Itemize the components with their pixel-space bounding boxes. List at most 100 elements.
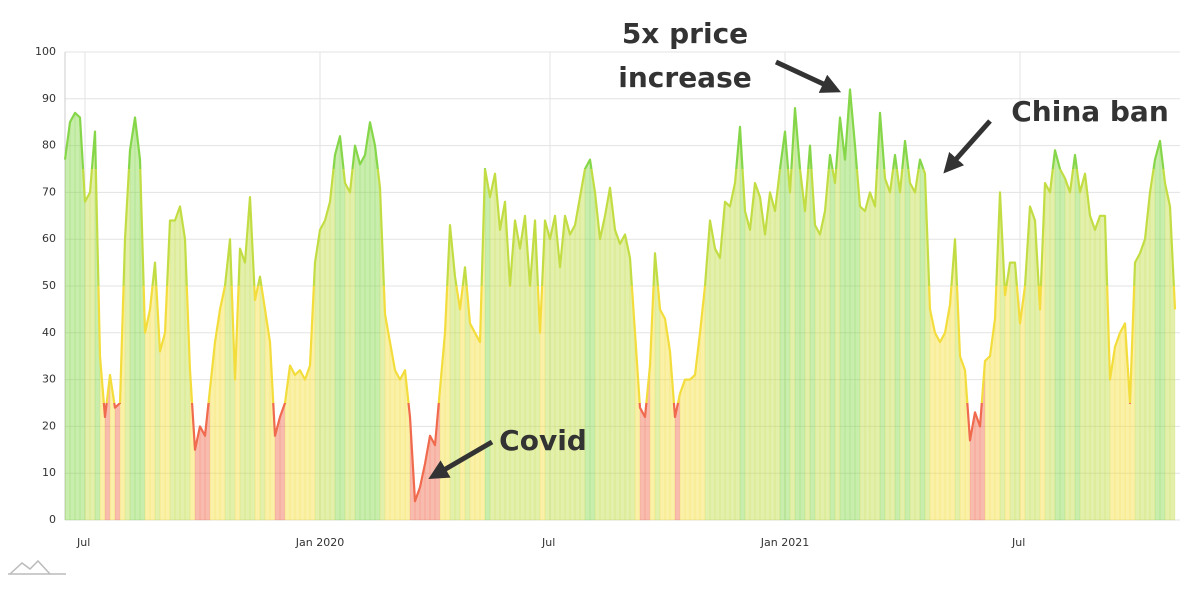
area-band	[744, 211, 751, 521]
area-band	[564, 215, 571, 521]
area-band	[254, 276, 261, 521]
area-band	[984, 355, 991, 521]
area-band	[294, 369, 301, 521]
area-band	[639, 407, 646, 521]
area-band	[74, 112, 81, 521]
area-band	[299, 370, 306, 521]
area-band	[489, 173, 496, 521]
area-band	[869, 192, 876, 521]
area-band	[839, 117, 846, 521]
area-band	[749, 183, 756, 521]
y-tick-label: 80	[42, 139, 56, 152]
x-tick-label: Jan 2020	[295, 536, 344, 549]
area-band	[609, 187, 616, 521]
area-band	[769, 192, 776, 521]
area-band	[519, 215, 526, 521]
area-band	[689, 374, 696, 521]
area-band	[1004, 262, 1011, 521]
logo	[8, 559, 66, 575]
area-band	[64, 122, 71, 521]
area-band	[349, 145, 356, 521]
area-band	[334, 136, 341, 521]
area-band	[574, 197, 581, 521]
area-band	[339, 136, 346, 521]
y-tick-label: 30	[42, 373, 56, 386]
area-band	[1134, 253, 1141, 521]
area-band	[1009, 262, 1016, 521]
area-band	[344, 182, 351, 521]
area-band	[144, 309, 151, 521]
area-band	[894, 154, 901, 521]
area-band	[829, 154, 836, 521]
area-band	[169, 220, 176, 521]
area-band	[774, 168, 781, 521]
area-band	[594, 192, 601, 521]
area-band	[1079, 173, 1086, 521]
y-tick-label: 20	[42, 419, 56, 432]
area-band	[1144, 192, 1151, 521]
area-band	[129, 117, 136, 521]
area-band	[394, 370, 401, 521]
area-band	[474, 332, 481, 521]
area-band	[1139, 239, 1146, 521]
area-band	[1044, 182, 1051, 521]
area-band	[199, 426, 206, 521]
area-band	[1149, 159, 1156, 521]
x-tick-label: Jul	[1011, 536, 1025, 549]
area-band	[569, 225, 576, 521]
area-band	[1049, 150, 1056, 521]
grid	[64, 51, 1180, 521]
area-band	[374, 145, 381, 521]
area-band	[884, 178, 891, 521]
area-band	[889, 154, 896, 521]
area-band	[729, 182, 736, 521]
area-band	[589, 159, 596, 521]
area-band	[514, 220, 521, 521]
area-band	[324, 201, 331, 521]
arrow	[428, 439, 494, 480]
area-band	[709, 220, 716, 521]
area-band	[454, 276, 461, 521]
area-band	[724, 201, 731, 521]
area-band	[614, 229, 621, 521]
area-band	[549, 215, 556, 521]
area-band	[579, 168, 586, 521]
area-band	[259, 276, 266, 521]
area-band	[934, 332, 941, 521]
y-tick-label: 100	[35, 45, 56, 58]
area-band	[1094, 215, 1101, 521]
area-band	[304, 365, 311, 521]
area-band	[1114, 332, 1121, 521]
area-band	[289, 365, 296, 521]
area-band	[909, 182, 916, 521]
area-band	[714, 248, 721, 521]
area-band	[499, 201, 506, 521]
area-band	[799, 168, 806, 521]
annotation: increase	[618, 61, 751, 94]
area-band	[469, 323, 476, 521]
area-band	[319, 220, 326, 521]
area-band	[1069, 154, 1076, 521]
area-band	[329, 154, 336, 521]
area-band	[974, 412, 981, 521]
area-band	[219, 285, 226, 521]
area-band	[1064, 178, 1071, 521]
area-band	[1154, 140, 1161, 521]
area-band	[1029, 206, 1036, 521]
area-band	[1089, 215, 1096, 521]
y-tick-label: 60	[42, 232, 56, 245]
area-band	[759, 197, 766, 521]
area-band	[484, 168, 491, 521]
area-band	[399, 370, 406, 521]
area-band	[684, 379, 691, 521]
area-band	[544, 220, 551, 521]
area-band	[619, 234, 626, 521]
area-band	[239, 248, 246, 521]
area-band	[864, 192, 871, 521]
y-tick-label: 40	[42, 326, 56, 339]
line-layer	[63, 88, 1177, 503]
area-band	[944, 304, 951, 521]
y-tick-label: 0	[49, 513, 56, 526]
annotation: 5x price	[622, 17, 748, 50]
